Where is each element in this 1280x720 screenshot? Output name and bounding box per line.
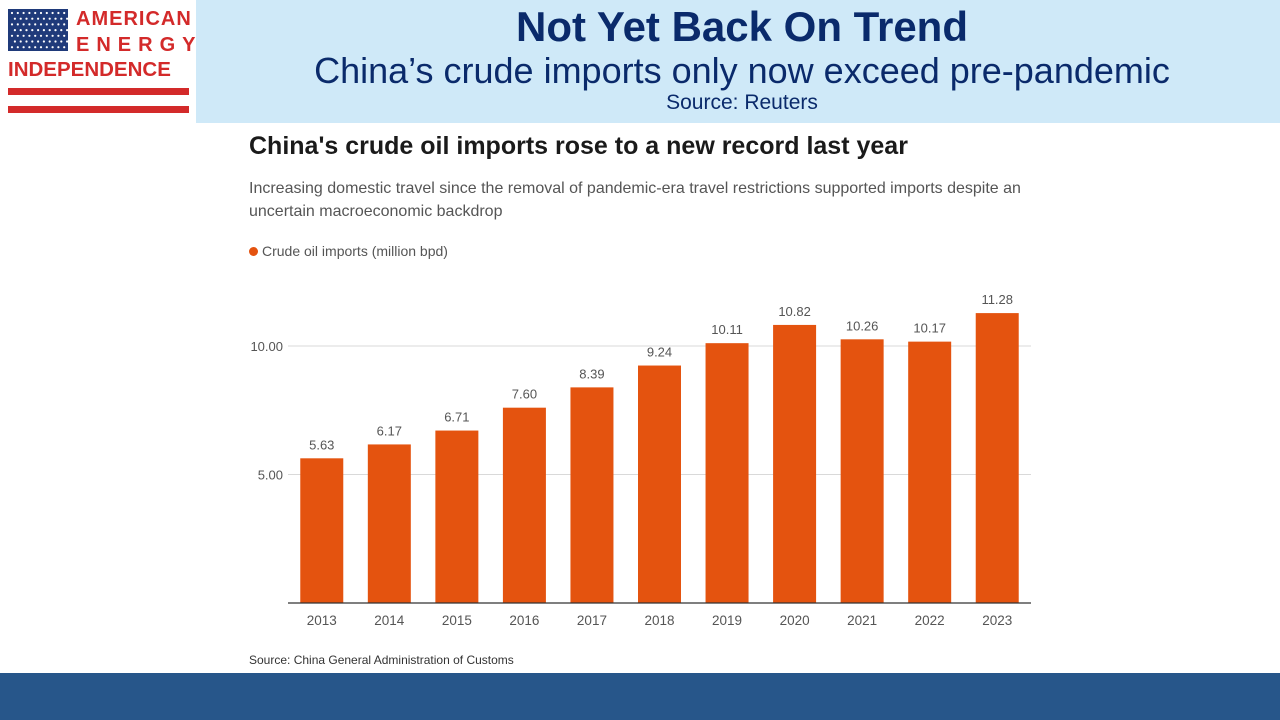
bar-value-label: 6.71 xyxy=(444,410,469,425)
bar xyxy=(705,343,749,603)
bar-value-label: 10.11 xyxy=(711,322,743,337)
logo-text-independence: INDEPENDENCE xyxy=(8,58,171,81)
x-tick-label: 2020 xyxy=(780,613,810,628)
bar xyxy=(908,341,952,603)
bar xyxy=(840,339,884,603)
bar-value-label: 5.63 xyxy=(309,437,334,452)
bar-value-label: 10.82 xyxy=(778,304,811,319)
flag-logo-graphic xyxy=(8,9,189,113)
y-tick-label: 10.00 xyxy=(250,339,283,354)
x-tick-label: 2019 xyxy=(712,613,742,628)
slide-source: Source: Reuters xyxy=(666,91,818,114)
bar xyxy=(773,324,817,603)
chart-card xyxy=(225,123,1031,673)
legend-label: Crude oil imports (million bpd) xyxy=(262,243,448,259)
logo-text-energy: ENERGY xyxy=(76,34,203,56)
bar-value-label: 11.28 xyxy=(981,292,1013,307)
y-tick-label: 5.00 xyxy=(258,468,283,483)
bar-value-label: 10.17 xyxy=(913,321,946,336)
x-tick-label: 2015 xyxy=(442,613,472,628)
bar xyxy=(367,444,411,603)
x-tick-label: 2021 xyxy=(847,613,877,628)
logo: AMERICAN ENERGY INDEPENDENCE xyxy=(0,0,196,123)
bar-value-label: 8.39 xyxy=(579,366,604,381)
x-tick-label: 2017 xyxy=(577,613,607,628)
bar xyxy=(300,458,344,603)
footer-band xyxy=(0,673,1280,720)
bar xyxy=(435,430,479,603)
slide-subtitle: China’s crude imports only now exceed pr… xyxy=(314,50,1170,91)
bar-value-label: 7.60 xyxy=(512,387,537,402)
chart-source: Source: China General Administration of … xyxy=(249,653,514,667)
logo-text-american: AMERICAN xyxy=(76,8,192,30)
bar xyxy=(502,407,546,603)
bar xyxy=(638,365,681,603)
chart-legend: Crude oil imports (million bpd) xyxy=(249,243,448,259)
x-tick-label: 2023 xyxy=(982,613,1012,628)
chart-title: China's crude oil imports rose to a new … xyxy=(249,132,908,160)
slide-title: Not Yet Back On Trend xyxy=(515,3,968,50)
x-tick-label: 2014 xyxy=(374,613,405,628)
bar-value-label: 9.24 xyxy=(647,345,672,360)
bar xyxy=(975,313,1019,603)
legend-swatch xyxy=(249,246,258,256)
x-tick-label: 2018 xyxy=(644,613,674,628)
x-tick-label: 2016 xyxy=(509,613,539,628)
bar-value-label: 6.17 xyxy=(377,423,402,438)
header-band xyxy=(196,0,1280,123)
bar xyxy=(570,387,614,603)
x-tick-label: 2022 xyxy=(915,613,945,628)
bar-value-label: 10.26 xyxy=(846,318,879,333)
x-tick-label: 2013 xyxy=(307,613,337,628)
chart-subtitle: Increasing domestic travel since the rem… xyxy=(249,180,1021,220)
